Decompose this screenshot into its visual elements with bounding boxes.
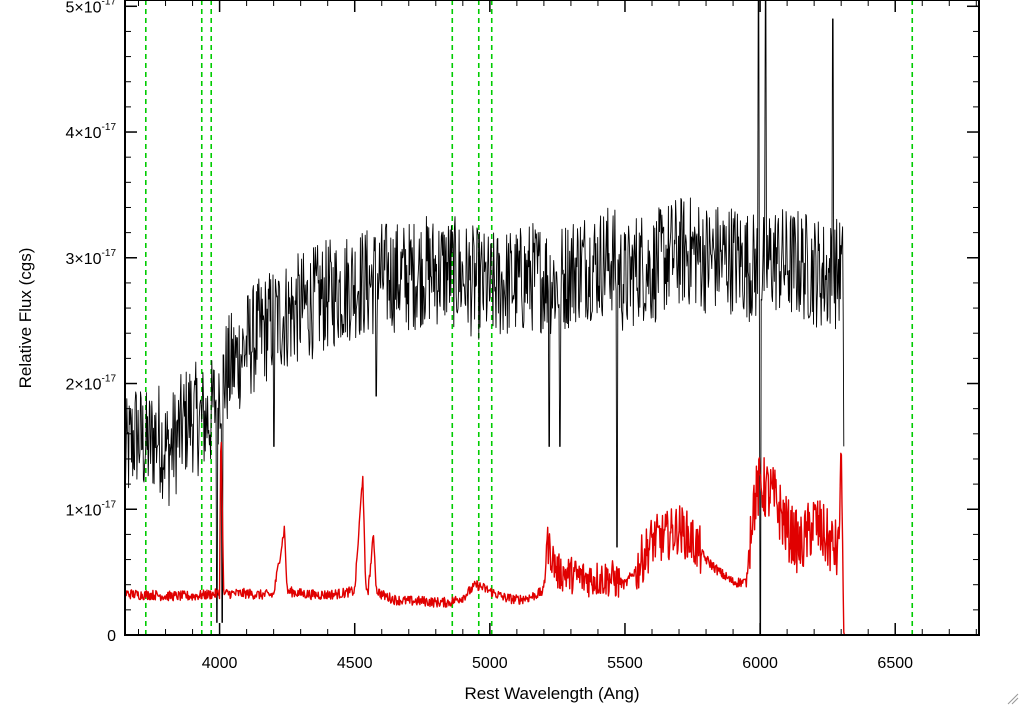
y-tick-label: 4×10-17 (66, 122, 117, 142)
x-axis-title: Rest Wavelength (Ang) (464, 684, 639, 703)
y-tick-label: 2×10-17 (66, 374, 117, 394)
x-tick-label: 6500 (877, 655, 913, 672)
x-tick-label: 5500 (607, 655, 643, 672)
x-tick-label: 5000 (472, 655, 508, 672)
x-axis-ticks: 4000 4500 5000 5500 6000 6500 (138, 0, 977, 672)
spectrum-series (124, 0, 979, 636)
y-tick-label: 0 (107, 628, 116, 645)
y-tick-label: 1×10-17 (66, 499, 117, 519)
spectrum-line (124, 441, 979, 636)
spectrum-line (124, 0, 845, 636)
resize-grip-icon[interactable] (1007, 693, 1019, 705)
x-tick-label: 4000 (202, 655, 238, 672)
y-axis-ticks: 0 1×10-17 2×10-17 3×10-17 4×10-17 5×10-17 (66, 0, 979, 645)
x-tick-label: 4500 (337, 655, 373, 672)
x-tick-label: 6000 (742, 655, 778, 672)
plot-frame (124, 0, 980, 636)
y-tick-label: 5×10-17 (66, 0, 117, 16)
y-tick-label: 3×10-17 (66, 248, 117, 268)
y-axis-title: Relative Flux (cgs) (16, 248, 35, 389)
